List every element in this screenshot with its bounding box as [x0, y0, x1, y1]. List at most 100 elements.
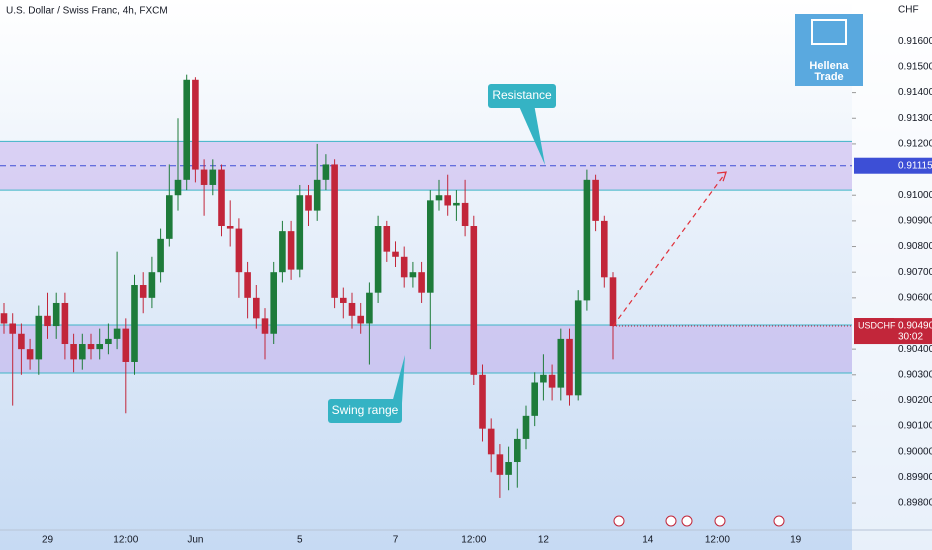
candle-body — [157, 238, 164, 273]
countdown: 30:02 — [898, 332, 923, 343]
candle-body — [609, 277, 617, 327]
y-tick-label: 0.90700 — [898, 267, 932, 278]
y-tick-label: 0.91600 — [898, 36, 932, 47]
price-tag — [854, 157, 932, 174]
x-tick-label: 19 — [790, 535, 802, 546]
candle-body — [287, 231, 295, 270]
y-tick-label: 0.90300 — [898, 369, 932, 380]
candle-body — [61, 302, 69, 345]
candle-body — [166, 195, 173, 239]
y-tick-label: 0.90800 — [898, 241, 932, 252]
y-tick-label: 0.91300 — [898, 113, 932, 124]
candle-body — [479, 374, 486, 429]
y-tick-label: 0.89800 — [898, 498, 932, 509]
candle-body — [200, 169, 208, 185]
candle-body — [400, 256, 408, 278]
candle-body — [374, 226, 382, 293]
y-tick-label: 0.91200 — [898, 139, 932, 150]
candle-body — [35, 315, 43, 360]
price-tag-label: 0.90490 — [898, 321, 932, 332]
candle-body — [453, 202, 460, 206]
y-tick-label: 0.90400 — [898, 344, 932, 355]
candle-body — [183, 79, 190, 180]
symbol-tag — [856, 318, 894, 334]
y-tick-label: 0.90100 — [898, 421, 932, 432]
event-flags — [613, 515, 785, 527]
candle-body — [209, 169, 217, 185]
candle-body — [139, 285, 147, 298]
candle-body — [487, 428, 495, 455]
x-tick-label: 7 — [393, 535, 399, 546]
candle-body — [87, 344, 95, 350]
candle-body — [105, 338, 112, 345]
candle-body — [461, 202, 469, 227]
candle-body — [305, 195, 312, 211]
symbol-label: USDCHF — [858, 320, 896, 330]
candle-body — [531, 382, 538, 416]
candle-body — [148, 272, 156, 298]
candle-body — [540, 374, 547, 383]
callout-box — [328, 399, 402, 423]
logo-box — [795, 14, 863, 86]
logo-text: Hellena — [809, 60, 849, 72]
candle-body — [313, 179, 321, 211]
candle-body — [26, 349, 34, 360]
candle-body — [52, 302, 60, 327]
x-tick-label: 12 — [538, 535, 550, 546]
candle-body — [548, 374, 556, 388]
candle-body — [470, 226, 478, 375]
candle-body — [348, 302, 356, 316]
candle-body — [496, 454, 504, 475]
candle-body — [435, 195, 443, 201]
candle-body — [226, 226, 234, 229]
candle-body — [270, 272, 277, 334]
callout-label: Swing range — [332, 403, 399, 417]
candle-body — [357, 315, 364, 324]
callout-pointer — [518, 104, 545, 165]
candle-body — [218, 169, 225, 227]
candle-body — [79, 344, 86, 360]
candle-body — [574, 300, 582, 396]
currency-label: CHF — [898, 5, 919, 16]
candle-body — [566, 338, 573, 396]
y-tick-label: 0.90200 — [898, 395, 932, 406]
candle-body — [522, 415, 530, 439]
x-tick-label: 12:00 — [113, 535, 138, 546]
y-tick-label: 0.91400 — [898, 87, 932, 98]
candle-body — [392, 251, 399, 257]
candle-body — [601, 220, 608, 278]
x-tick-label: 29 — [42, 535, 54, 546]
callout-label: Resistance — [492, 88, 552, 102]
x-tick-label: 5 — [297, 535, 303, 546]
candle-body — [96, 344, 103, 350]
candle-body — [44, 315, 51, 327]
zone — [0, 325, 852, 374]
y-tick-label: 0.90900 — [898, 216, 932, 227]
candle-body — [70, 344, 77, 360]
callout-box — [488, 84, 556, 108]
callout-pointer — [392, 355, 405, 403]
candle-body — [122, 328, 130, 362]
candle-body — [409, 272, 417, 278]
candle-body — [0, 313, 8, 324]
candle-body — [131, 285, 138, 362]
x-tick-label: 12:00 — [705, 535, 730, 546]
candle-body — [418, 272, 425, 293]
candle-body — [322, 164, 330, 180]
candle-body — [444, 195, 451, 206]
x-tick-label: 12:00 — [461, 535, 486, 546]
y-tick-label: 0.89900 — [898, 472, 932, 483]
candle-body — [174, 179, 182, 196]
y-tick-label: 0.90000 — [898, 446, 932, 457]
y-tick-label: 0.91500 — [898, 62, 932, 73]
y-tick-label: 0.90600 — [898, 292, 932, 303]
candle-body — [340, 297, 347, 303]
candle-body — [383, 226, 391, 252]
logo-text: Trade — [814, 71, 843, 83]
candle-body — [113, 328, 121, 339]
candle-body — [18, 333, 25, 350]
candle-body — [331, 164, 338, 298]
candle-body — [557, 338, 565, 388]
